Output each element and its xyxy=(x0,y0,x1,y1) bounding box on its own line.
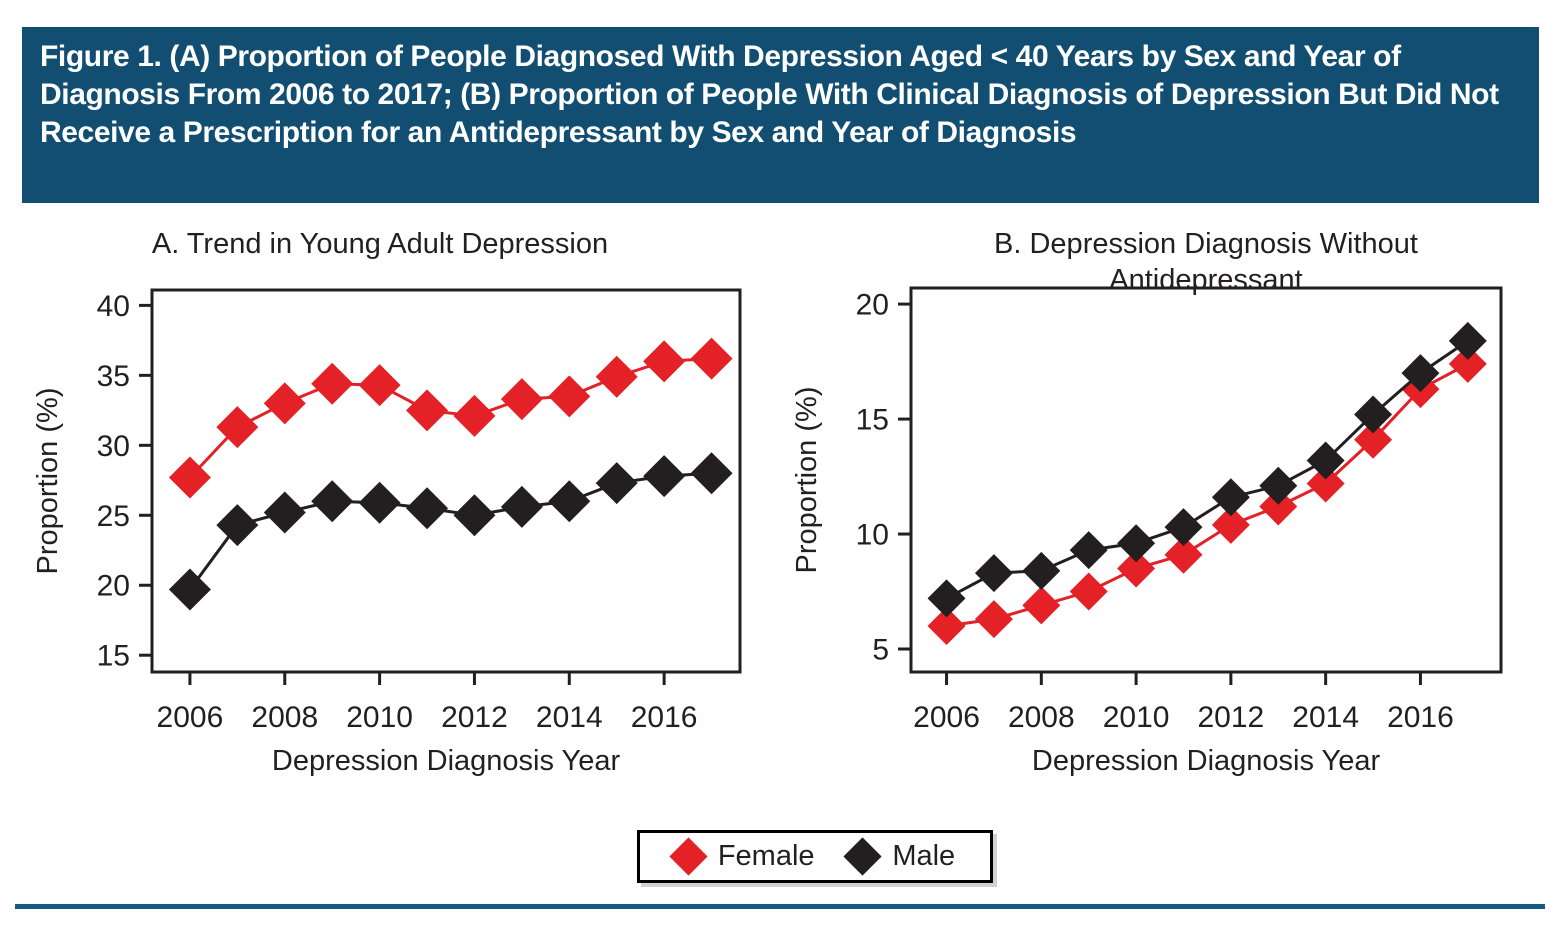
data-point-marker-female xyxy=(1259,487,1298,526)
data-point-marker-female xyxy=(1117,549,1156,588)
x-tick-label: 2006 xyxy=(157,701,224,734)
y-axis-label: Proportion (%) xyxy=(32,388,64,575)
data-point-marker-male xyxy=(406,487,449,530)
legend-item-male: Male xyxy=(843,837,956,876)
data-point-marker-female xyxy=(1164,535,1203,574)
data-point-marker-female xyxy=(311,362,354,405)
data-point-marker-female xyxy=(1069,572,1108,611)
data-point-marker-female xyxy=(453,394,496,437)
y-tick-label: 5 xyxy=(872,634,889,667)
data-point-marker-female xyxy=(216,406,259,449)
data-point-marker-male xyxy=(643,455,686,498)
x-tick-label: 2016 xyxy=(631,701,698,734)
figure-title: Figure 1. (A) Proportion of People Diagn… xyxy=(40,40,1499,149)
x-tick-label: 2010 xyxy=(1103,701,1170,734)
x-tick-label: 2014 xyxy=(1292,701,1359,734)
data-point-marker-male xyxy=(1259,466,1298,505)
data-point-marker-female xyxy=(595,355,638,398)
legend-label-male: Male xyxy=(892,840,956,872)
x-tick-label: 2016 xyxy=(1387,701,1454,734)
data-point-marker-male xyxy=(1211,478,1250,517)
data-point-marker-female xyxy=(690,337,733,380)
figure-caption-banner: Figure 1. (A) Proportion of People Diagn… xyxy=(22,27,1539,203)
data-point-marker-male xyxy=(548,480,591,523)
series-line-female xyxy=(946,362,1469,628)
data-point-marker-female xyxy=(643,340,686,383)
data-point-marker-female xyxy=(263,382,306,425)
x-tick-label: 2010 xyxy=(346,701,413,734)
female-diamond-marker-icon xyxy=(669,837,708,876)
data-point-marker-male xyxy=(1069,531,1108,570)
data-point-marker-female xyxy=(1354,420,1393,459)
series-line-male xyxy=(945,339,1469,600)
data-point-marker-female xyxy=(358,364,401,407)
data-point-marker-male xyxy=(1354,395,1393,434)
data-point-marker-male xyxy=(1306,441,1345,480)
series-line-male xyxy=(188,471,712,591)
y-tick-label: 15 xyxy=(97,640,130,673)
data-point-marker-male xyxy=(974,554,1013,593)
data-point-marker-male xyxy=(358,481,401,524)
data-point-marker-female xyxy=(1022,586,1061,625)
data-point-marker-female xyxy=(1448,344,1487,383)
data-point-marker-female xyxy=(974,600,1013,639)
panel-a-title: A. Trend in Young Adult Depression xyxy=(151,228,609,260)
x-axis-label: Depression Diagnosis Year xyxy=(272,745,621,777)
y-tick-label: 20 xyxy=(97,570,130,603)
data-point-marker-male xyxy=(1022,551,1061,590)
data-point-marker-female xyxy=(168,456,211,499)
data-point-marker-male xyxy=(1117,524,1156,563)
data-point-marker-female xyxy=(1211,505,1250,544)
x-tick-label: 2012 xyxy=(441,701,508,734)
bottom-divider-rule xyxy=(15,904,1545,909)
y-tick-label: 10 xyxy=(856,519,889,552)
data-point-marker-male xyxy=(1401,354,1440,393)
y-tick-label: 30 xyxy=(97,430,130,463)
data-point-marker-male xyxy=(216,504,259,547)
data-point-marker-male xyxy=(927,579,966,618)
legend-item-female: Female xyxy=(669,837,815,876)
x-tick-label: 2012 xyxy=(1198,701,1265,734)
x-tick-label: 2014 xyxy=(536,701,603,734)
data-point-marker-female xyxy=(500,378,543,421)
chart-a: 15 20 25 30 35 40 2006 2008 2010 2012 2014 2016 Depr… xyxy=(32,288,742,777)
data-point-marker-female xyxy=(927,607,966,646)
plot-frame xyxy=(909,286,1503,674)
legend-label-female: Female xyxy=(717,840,815,872)
data-point-marker-male xyxy=(690,452,733,495)
x-tick-label: 2008 xyxy=(251,701,318,734)
y-tick-label: 20 xyxy=(856,289,889,322)
panel-b-title: B. Depression Diagnosis Without Antidepr… xyxy=(994,228,1418,296)
data-point-marker-male xyxy=(263,491,306,534)
data-point-marker-male xyxy=(500,485,543,528)
legend: Female Male xyxy=(637,830,993,883)
y-tick-label: 35 xyxy=(97,360,130,393)
y-tick-label: 40 xyxy=(97,290,130,323)
data-point-marker-male xyxy=(1164,508,1203,547)
data-point-marker-male xyxy=(595,462,638,505)
data-point-marker-male xyxy=(1448,321,1487,360)
y-tick-label: 25 xyxy=(97,500,130,533)
x-tick-label: 2006 xyxy=(913,701,980,734)
y-tick-label: 15 xyxy=(856,404,889,437)
x-axis-label: Depression Diagnosis Year xyxy=(1032,745,1381,777)
plot-frame xyxy=(150,288,742,674)
data-point-marker-male xyxy=(453,494,496,537)
male-diamond-marker-icon xyxy=(843,837,882,876)
x-tick-label: 2008 xyxy=(1008,701,1075,734)
data-point-marker-female xyxy=(406,389,449,432)
data-point-marker-male xyxy=(311,480,354,523)
chart-b: 5 10 15 20 2006 2008 2010 2012 2014 2016Depressio… xyxy=(791,286,1503,777)
data-point-marker-male xyxy=(168,568,211,611)
y-axis-label: Proportion (%) xyxy=(791,387,823,574)
data-point-marker-female xyxy=(548,375,591,418)
data-point-marker-female xyxy=(1306,464,1345,503)
